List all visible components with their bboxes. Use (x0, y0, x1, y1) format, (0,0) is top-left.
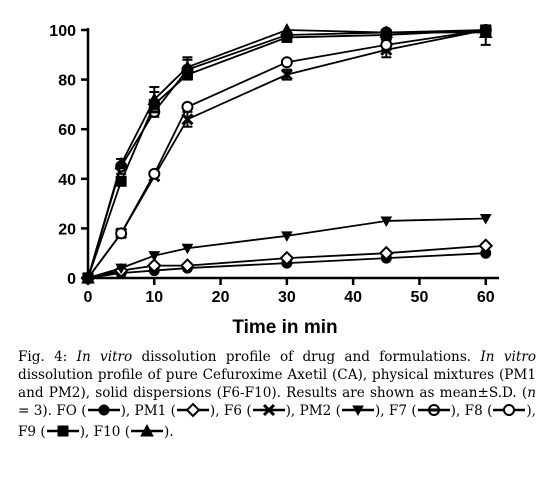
x-tick-label: 30 (278, 289, 296, 306)
caption-end: ). (164, 424, 174, 440)
legend-pm2-symbol (341, 402, 375, 423)
error-bars-layer (116, 33, 491, 175)
x-axis-label: Time in min (232, 317, 337, 338)
data-point-pm1 (478, 238, 494, 254)
data-point-pm2 (380, 216, 393, 227)
data-point-f10 (478, 25, 493, 38)
data-point-pm2 (479, 213, 492, 225)
y-tick-label: 40 (58, 172, 76, 189)
x-tick-label: 50 (411, 289, 429, 306)
data-point-f10 (114, 156, 128, 170)
y-tick-label: 20 (58, 221, 76, 238)
data-point-f8 (115, 227, 128, 240)
y-tick-label: 0 (67, 271, 76, 288)
legend-f9-symbol (46, 423, 80, 444)
axes-layer (81, 28, 499, 285)
figure-caption: Fig. 4: In vitro dissolution profile of … (18, 348, 536, 444)
caption-f7: ), F7 ( (374, 403, 417, 419)
data-point-pm1 (180, 258, 195, 274)
caption-f6: ), F6 ( (209, 403, 252, 419)
caption-f8: ), F8 ( (450, 403, 493, 419)
y-tick-label: 80 (58, 73, 76, 90)
legend-pm1-symbol (176, 402, 210, 423)
tick-labels-layer: 0 20 40 60 80 100 0 10 20 30 40 50 60 (49, 23, 494, 306)
legend-f8-symbol (492, 402, 526, 423)
data-point-f10 (147, 92, 162, 105)
data-point-f10 (280, 22, 294, 36)
caption-n-value: = 3). FO ( (18, 403, 87, 419)
caption-title: dissolution profile of drug and formulat… (132, 349, 472, 365)
legend-fo-symbol (87, 402, 121, 423)
data-point-f10 (180, 60, 195, 73)
caption-n: n (527, 385, 536, 401)
dissolution-chart: 0 20 40 60 80 100 0 10 20 30 40 50 60 Time in min (49, 22, 499, 338)
data-point-pm2 (281, 231, 293, 242)
caption-pm1: ), PM1 ( (120, 403, 176, 419)
x-tick-label: 20 (212, 289, 230, 306)
caption-f10: ), F10 ( (79, 424, 131, 440)
y-tick-label: 60 (58, 122, 76, 139)
data-point-f8 (181, 100, 194, 113)
caption-body: dissolution profile of pure Cefuroxime A… (18, 367, 536, 401)
caption-f9: ), F9 ( (18, 403, 536, 440)
legend-f10-symbol (130, 423, 164, 444)
data-point-pm1 (378, 245, 394, 261)
figure-label: Fig. 4: (18, 349, 68, 365)
y-tick-label: 100 (49, 23, 76, 40)
data-point-pm2 (115, 263, 127, 275)
data-point-f6 (181, 113, 194, 126)
caption-pm2: ), PM2 ( (285, 403, 341, 419)
data-point-f10 (81, 270, 95, 284)
caption-in-vitro: In vitro (76, 349, 133, 365)
data-point-f10 (379, 25, 394, 38)
data-point-f8 (148, 167, 161, 180)
x-tick-label: 10 (145, 289, 163, 306)
x-tick-label: 40 (344, 289, 362, 306)
caption-in-vitro-2: In vitro (480, 349, 537, 365)
series-line-pm2 (87, 217, 486, 279)
data-point-pm2 (148, 251, 161, 262)
legend-f6-symbol (252, 402, 286, 423)
data-point-f6 (280, 68, 293, 81)
data-point-pm1 (279, 250, 295, 266)
x-tick-label: 0 (84, 289, 93, 306)
data-point-pm2 (181, 243, 194, 255)
data-point-pm1 (146, 258, 162, 274)
legend-f7-symbol (417, 402, 451, 423)
series-layer (80, 22, 494, 286)
data-point-f8 (280, 56, 293, 69)
x-tick-label: 60 (477, 289, 495, 306)
data-point-f8 (380, 38, 393, 51)
